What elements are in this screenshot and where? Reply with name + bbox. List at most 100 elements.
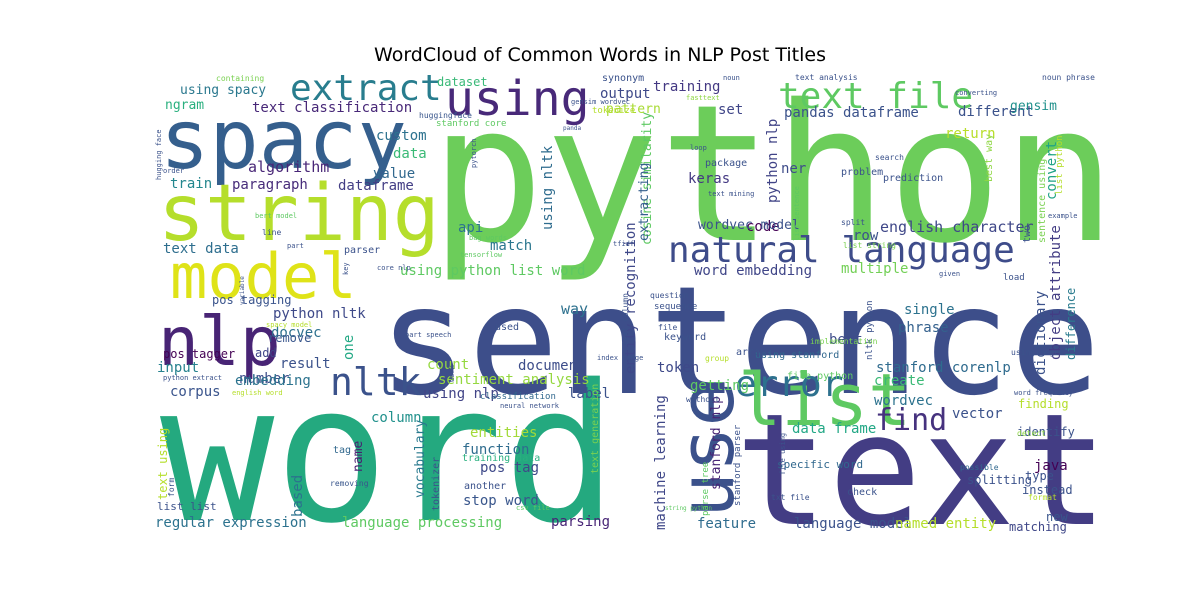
word-dictionary: dictionary — [1033, 291, 1049, 375]
word-parse-tree: parse tree — [701, 462, 711, 516]
word-based: based — [290, 475, 306, 517]
word-keyword: keyword — [664, 332, 706, 343]
word-package: package — [705, 158, 747, 169]
word-english-word: english word — [232, 389, 283, 397]
word-detect: detect — [1017, 429, 1046, 438]
word-using-python-list-word: using python list word — [400, 263, 585, 279]
word-sentiment-analysis: sentiment analysis — [438, 372, 590, 388]
word-match: match — [490, 238, 532, 254]
word-python: python — [430, 64, 1116, 285]
word-txt-file: txt file — [771, 493, 810, 502]
word-algorithm: algorithm — [248, 158, 329, 176]
word-wordvec-model: wordvec model — [698, 218, 800, 233]
word-english-character: english character — [880, 218, 1034, 236]
word-input: input — [157, 360, 199, 376]
word-find: find — [875, 403, 947, 438]
word-part: part — [287, 242, 304, 250]
word-use: use — [662, 381, 751, 518]
word-pos-tagger: pos tagger — [163, 347, 235, 361]
word-dataset: dataset — [437, 75, 488, 89]
word-extracting: extracting — [637, 163, 652, 241]
word-work: work — [448, 364, 456, 382]
word-spacy: spacy — [160, 93, 407, 188]
word-document: document — [518, 358, 585, 374]
word-example: example — [1048, 212, 1078, 220]
word-bag-words: bag words — [469, 234, 507, 242]
word-list-sentence: list sentence — [793, 186, 801, 241]
word-natural-language: natural language — [668, 230, 1015, 271]
word-another: another — [464, 481, 506, 492]
word-parser: parser — [344, 245, 380, 256]
word-list-python: list python — [1055, 135, 1065, 195]
word-convert: convert — [1044, 141, 1060, 200]
word-word: word — [160, 344, 618, 565]
word-word-embedding: word embedding — [694, 263, 812, 279]
word-regular-expression: regular expression — [155, 515, 307, 531]
word-custom: custom — [376, 128, 427, 144]
word-row: row — [853, 228, 879, 244]
word-group: group — [705, 354, 729, 363]
word-getting: getting — [690, 378, 749, 394]
word-line: line — [262, 228, 281, 237]
word-index-range: index range — [597, 354, 643, 362]
word-nltk: nltk — [330, 360, 422, 404]
word-given: given — [939, 270, 960, 278]
word-string: string — [158, 169, 440, 259]
word-pos-tagging: pos tagging — [212, 293, 291, 307]
word-text-column: text column — [621, 293, 630, 346]
word-training-data: training data — [462, 453, 540, 464]
word-vector: vector — [952, 406, 1003, 422]
word-check: check — [847, 487, 877, 498]
word-text: text — [735, 380, 1108, 561]
word-classification: classification — [480, 392, 556, 402]
word-docvec: docvec — [271, 325, 322, 341]
word-best-way: best way — [984, 134, 995, 182]
word-sentence: sentence — [378, 255, 1100, 429]
word-phrase: phrase — [898, 320, 949, 336]
word-corpus: corpus — [170, 384, 221, 400]
word-python-nlp: python nlp — [765, 119, 781, 203]
word-model: model — [170, 240, 357, 313]
word-ngram: ngram — [165, 98, 204, 113]
word-gensim-wordvec: gensim wordvec — [571, 98, 630, 106]
word-hugging-face: hugging face — [155, 129, 163, 180]
word-file-using: file using — [779, 433, 787, 475]
word-result: result — [280, 356, 331, 372]
word-ner: ner — [781, 161, 806, 177]
word-text-data: text data — [163, 241, 239, 257]
word-label: label — [568, 386, 610, 402]
word-huggingface: huggingface — [419, 111, 472, 120]
word-embedding: embedding — [235, 373, 311, 389]
word-different: different — [958, 104, 1034, 120]
word-text-file: text file — [778, 76, 973, 117]
word-number: number — [239, 371, 290, 387]
word-train: train — [170, 176, 212, 192]
word-string-python: string python — [665, 505, 712, 512]
word-multiple: multiple — [841, 261, 908, 277]
word-two: two — [1022, 225, 1033, 243]
word-vocabulary: vocabulary — [413, 420, 428, 498]
word-using: using — [445, 71, 590, 127]
word-text-analysis: text analysis — [795, 73, 858, 82]
word-type: type — [1025, 469, 1054, 483]
word-entity-recognition: entity recognition — [623, 222, 639, 374]
word-bert: bert — [829, 332, 863, 348]
word-noun: noun — [723, 74, 740, 82]
word-load: load — [1003, 273, 1025, 283]
word-new: new — [1046, 510, 1068, 524]
word-sentence-using: sentence using — [1037, 159, 1048, 243]
word-machine-learning: machine learning — [653, 395, 669, 530]
word-nltk-python: nltk python — [865, 300, 875, 360]
word-named-entity: named entity — [895, 516, 996, 532]
word-keras: keras — [688, 171, 730, 187]
word-pos-tag: pos tag — [480, 460, 539, 476]
word-parsing: parsing — [551, 514, 610, 530]
word-file-python: file python — [787, 371, 853, 382]
word-single: single — [904, 302, 955, 318]
word-key: key — [342, 262, 350, 275]
word-pandas-dataframe: pandas dataframe — [784, 105, 919, 121]
word-function: function — [462, 442, 529, 458]
word-language-model: language model — [794, 516, 912, 532]
word-split: split — [841, 218, 865, 227]
word-instead: instead — [1022, 483, 1073, 497]
